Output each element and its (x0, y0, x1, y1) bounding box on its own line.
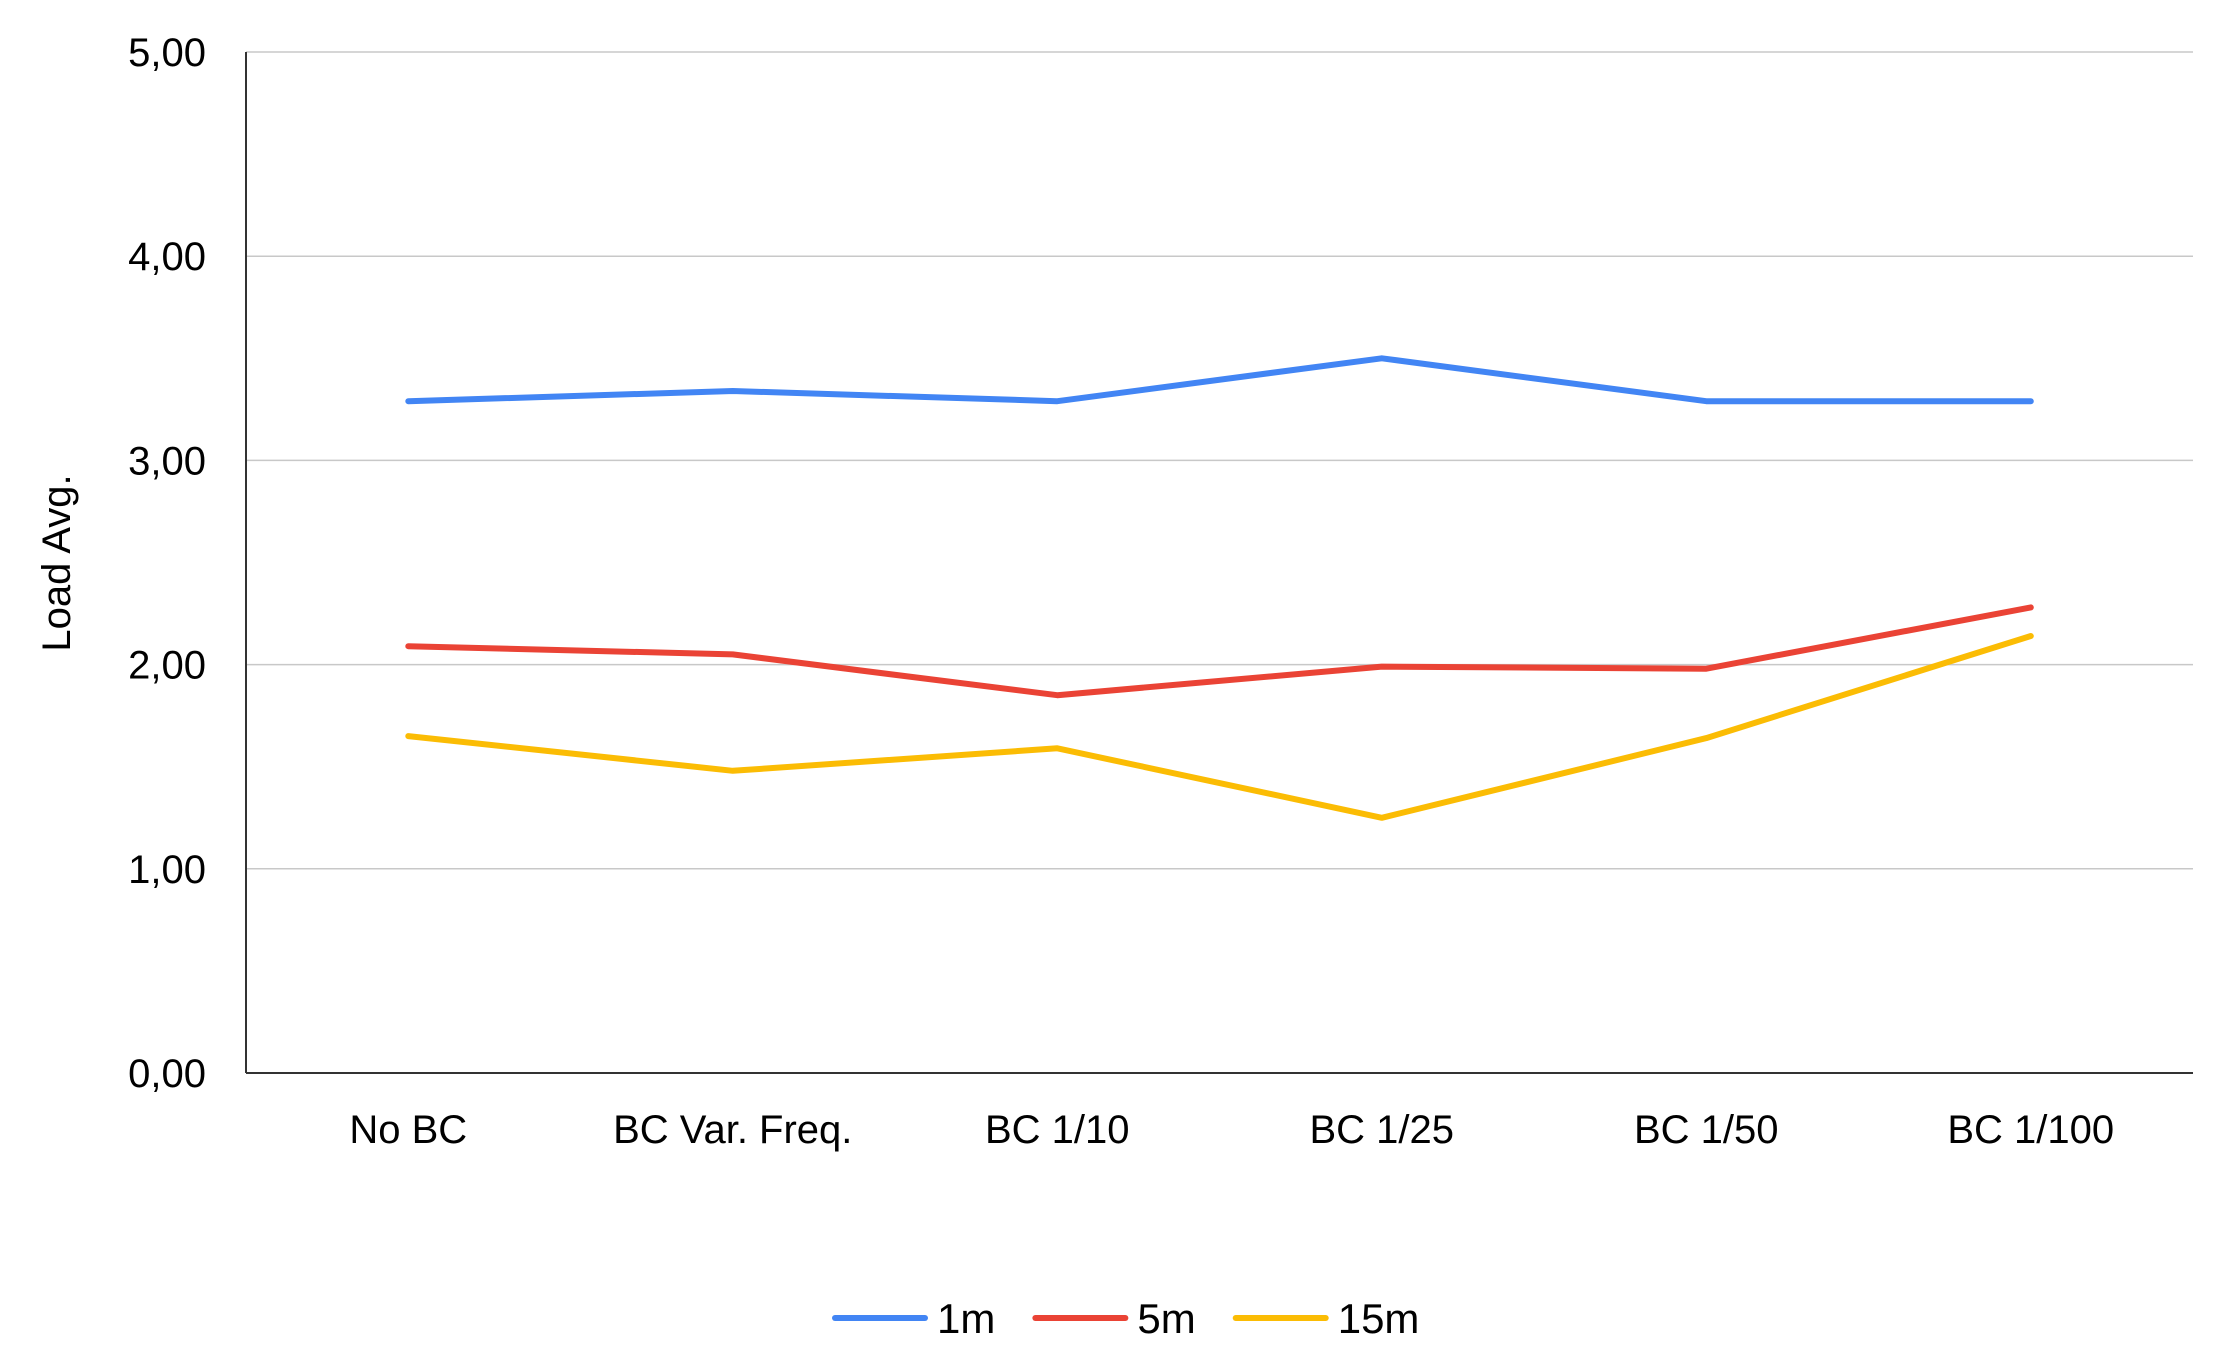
y-axis-ticks: 0,00 1,00 2,00 3,00 4,00 5,00 (128, 31, 206, 1096)
x-tick-label: BC Var. Freq. (613, 1108, 852, 1152)
series-lines (405, 355, 2034, 821)
x-tick-label: No BC (349, 1108, 467, 1152)
legend-label: 5m (1137, 1295, 1195, 1342)
y-tick-label: 4,00 (128, 235, 206, 279)
x-axis-ticks: No BC BC Var. Freq. BC 1/10 BC 1/25 BC 1/50 B… (349, 1108, 2114, 1152)
gridlines (245, 51, 2193, 1074)
series-line-1m (405, 355, 2034, 405)
legend-label: 1m (937, 1295, 995, 1342)
x-tick-label: BC 1/25 (1309, 1108, 1454, 1152)
y-axis-title: Load Avg. (35, 474, 79, 651)
x-tick-label: BC 1/10 (985, 1108, 1130, 1152)
y-tick-label: 3,00 (128, 439, 206, 483)
y-tick-label: 5,00 (128, 31, 206, 75)
legend-label: 15m (1338, 1295, 1420, 1342)
y-tick-label: 0,00 (128, 1052, 206, 1096)
legend: 1m 5m 15m (832, 1295, 1420, 1342)
y-tick-label: 2,00 (128, 644, 206, 688)
series-line-15m (405, 633, 2034, 821)
y-tick-label: 1,00 (128, 848, 206, 892)
x-tick-label: BC 1/50 (1634, 1108, 1779, 1152)
x-tick-label: BC 1/100 (1947, 1108, 2114, 1152)
series-line-5m (405, 604, 2034, 699)
